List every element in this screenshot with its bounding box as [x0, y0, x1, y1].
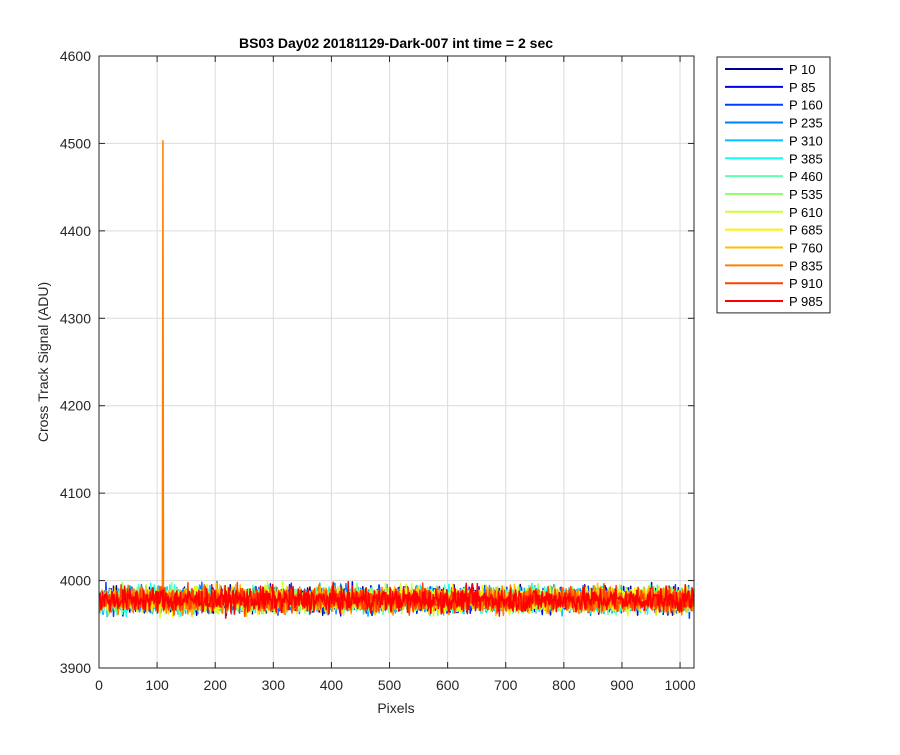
y-tick-label: 4200: [60, 398, 91, 414]
legend-entry: P 10: [789, 62, 816, 77]
x-tick-label: 0: [95, 677, 103, 693]
y-tick-label: 4600: [60, 48, 91, 64]
y-tick-label: 4000: [60, 573, 91, 589]
x-tick-label: 200: [204, 677, 228, 693]
y-tick-label: 4100: [60, 485, 91, 501]
series-line-p-985: [98, 580, 695, 619]
legend-entry: P 535: [789, 187, 823, 202]
plot-background: [99, 56, 694, 668]
y-tick-label: 4500: [60, 135, 91, 151]
legend-entry: P 610: [789, 205, 823, 220]
legend-entry: P 460: [789, 169, 823, 184]
legend-entry: P 835: [789, 258, 823, 273]
x-tick-label: 100: [145, 677, 169, 693]
legend-entry: P 385: [789, 151, 823, 166]
legend-entry: P 685: [789, 223, 823, 238]
x-tick-label: 900: [610, 677, 634, 693]
y-tick-label: 4300: [60, 310, 91, 326]
x-axis-label: Pixels: [377, 700, 414, 716]
plot-area: [99, 56, 694, 668]
axes: 0 100 200 300 400 500 600 700 800 900 1000 3900 4000…: [60, 48, 696, 693]
x-tick-label: 800: [552, 677, 576, 693]
x-tick-label: 700: [494, 677, 518, 693]
x-tick-label: 1000: [664, 677, 695, 693]
y-tick-label: 3900: [60, 660, 91, 676]
chart-title: BS03 Day02 20181129-Dark-007 int time = …: [239, 35, 553, 51]
series-lines: [98, 140, 695, 619]
legend-entry: P 85: [789, 80, 816, 95]
legend-entry: P 160: [789, 98, 823, 113]
legend-box: [716, 56, 831, 314]
legend-entry: P 910: [789, 276, 823, 291]
x-tick-label: 300: [262, 677, 286, 693]
legend-entry: P 310: [789, 133, 823, 148]
legend: P 10 P 85 P 160 P 235 P 310 P 385 P 460 P 535 P …: [716, 56, 831, 314]
x-tick-label: 600: [436, 677, 460, 693]
legend-entry: P 985: [789, 294, 823, 309]
x-tick-label: 500: [378, 677, 402, 693]
legend-entry: P 235: [789, 116, 823, 131]
y-tick-label: 4400: [60, 223, 91, 239]
axes-box: [98, 55, 695, 669]
x-tick-label: 400: [320, 677, 344, 693]
grid: [99, 56, 694, 668]
y-axis-label: Cross Track Signal (ADU): [35, 282, 51, 442]
legend-entry: P 760: [789, 241, 823, 256]
